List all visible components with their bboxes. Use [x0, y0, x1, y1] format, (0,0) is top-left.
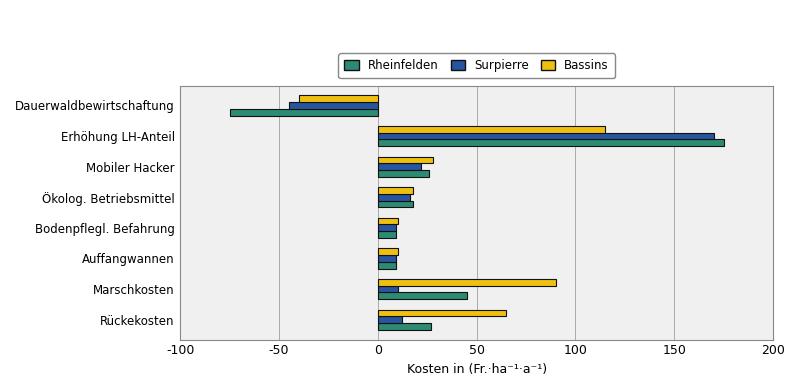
Bar: [378, 133, 714, 140]
Bar: [289, 102, 378, 109]
Bar: [378, 310, 506, 316]
Bar: [378, 279, 556, 286]
Bar: [230, 109, 378, 115]
Bar: [378, 255, 396, 262]
Bar: [378, 201, 414, 207]
Bar: [378, 194, 410, 201]
Bar: [378, 170, 430, 177]
Bar: [378, 248, 398, 255]
Bar: [378, 156, 434, 163]
X-axis label: Kosten in (Fr.·ha⁻¹·a⁻¹): Kosten in (Fr.·ha⁻¹·a⁻¹): [406, 363, 546, 376]
Bar: [378, 292, 467, 299]
Bar: [378, 323, 431, 330]
Bar: [378, 140, 724, 146]
Bar: [378, 224, 396, 231]
Bar: [378, 126, 605, 133]
Bar: [378, 316, 402, 323]
Bar: [299, 95, 378, 102]
Bar: [378, 187, 414, 194]
Bar: [378, 231, 396, 238]
Bar: [378, 218, 398, 224]
Bar: [378, 262, 396, 269]
Legend: Rheinfelden, Surpierre, Bassins: Rheinfelden, Surpierre, Bassins: [338, 53, 615, 78]
Bar: [378, 163, 422, 170]
Bar: [378, 286, 398, 292]
